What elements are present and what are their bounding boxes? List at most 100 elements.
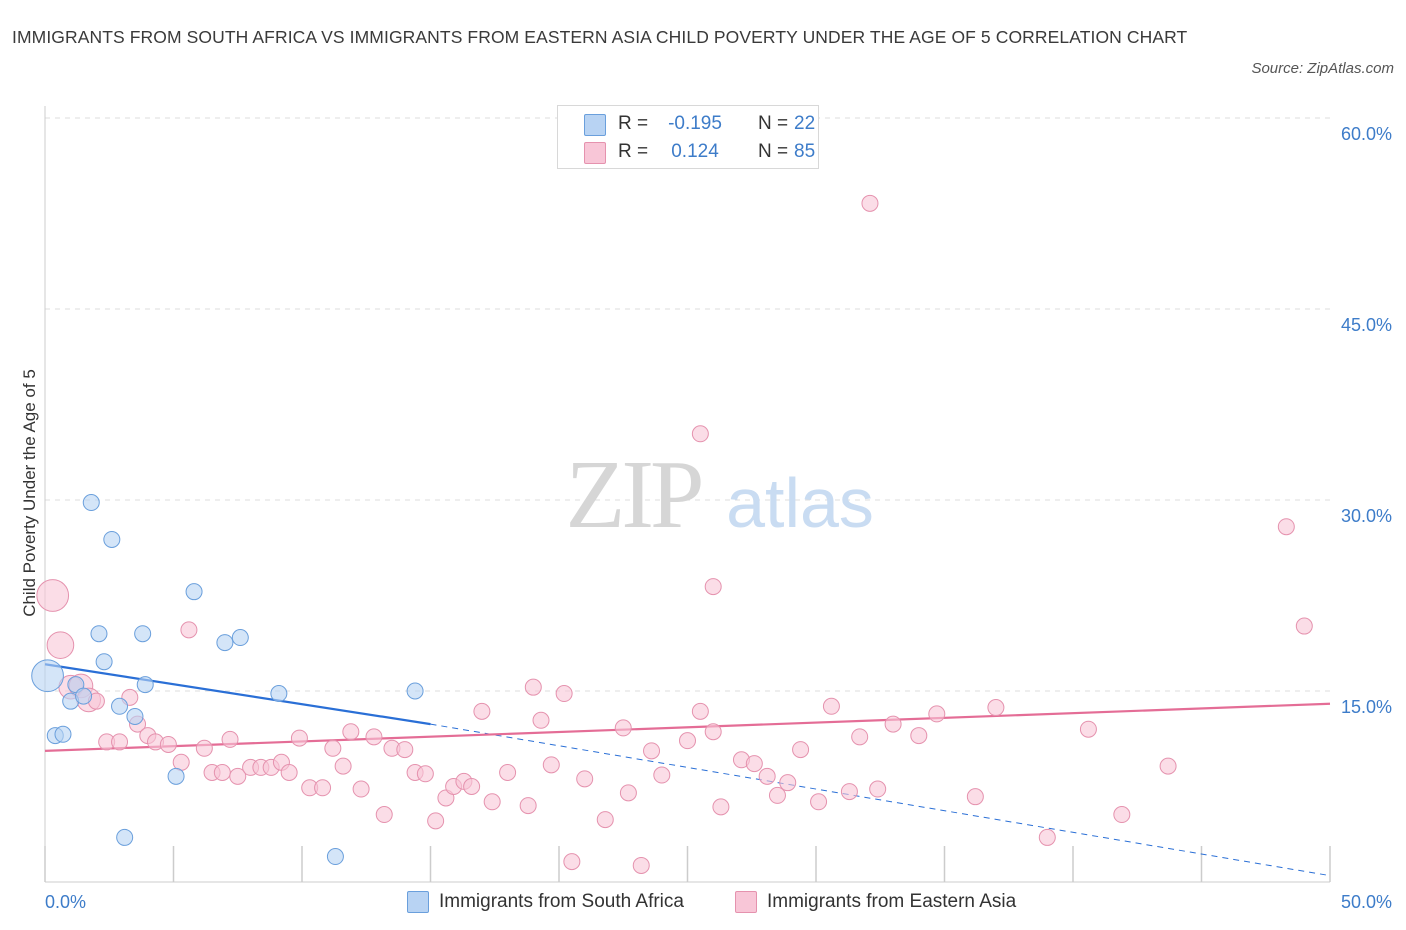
legend-n-label: N = xyxy=(758,141,789,162)
point-eastern-asia xyxy=(473,702,491,720)
point-eastern-asia xyxy=(1159,757,1177,775)
watermark: ZIP atlas xyxy=(566,441,874,549)
point-eastern-asia xyxy=(679,732,696,750)
point-eastern-asia xyxy=(1038,828,1056,846)
point-eastern-asia xyxy=(519,797,537,815)
bottom-legend-swatch-eastern-asia xyxy=(735,891,757,913)
point-eastern-asia xyxy=(768,786,786,804)
point-eastern-asia xyxy=(851,728,869,746)
point-eastern-asia xyxy=(342,723,360,741)
legend-r-value-eastern-asia: 0.124 xyxy=(671,141,719,162)
point-south-africa xyxy=(54,725,72,743)
point-south-africa xyxy=(75,687,93,705)
watermark-atlas: atlas xyxy=(726,464,874,542)
tick-label-layer: 15.0% 30.0% 45.0% 60.0% 0.0% 50.0% xyxy=(45,124,1392,912)
point-eastern-asia xyxy=(195,739,213,757)
point-eastern-asia xyxy=(987,699,1005,717)
y-axis-label: Child Poverty Under the Age of 5 xyxy=(20,369,39,617)
point-eastern-asia xyxy=(596,811,614,829)
legend-r-value-south-africa: -0.195 xyxy=(668,113,722,134)
point-eastern-asia xyxy=(861,194,879,212)
point-eastern-asia xyxy=(966,788,984,806)
point-south-africa xyxy=(185,583,203,601)
point-eastern-asia xyxy=(632,856,650,874)
point-eastern-asia xyxy=(1277,518,1295,536)
y-tick-label: 30.0% xyxy=(1341,506,1392,526)
point-eastern-asia xyxy=(840,783,858,801)
point-eastern-asia xyxy=(36,579,70,612)
trend-line-south-africa xyxy=(44,663,431,726)
point-eastern-asia xyxy=(532,711,550,729)
point-eastern-asia xyxy=(1113,806,1131,824)
point-south-africa xyxy=(31,659,64,693)
point-eastern-asia xyxy=(712,798,730,816)
point-south-africa xyxy=(134,625,152,643)
point-eastern-asia xyxy=(691,425,709,443)
point-eastern-asia xyxy=(691,702,709,720)
point-eastern-asia xyxy=(643,742,661,760)
point-eastern-asia xyxy=(619,784,637,802)
point-eastern-asia xyxy=(213,763,231,781)
point-eastern-asia xyxy=(779,774,797,792)
point-eastern-asia xyxy=(810,793,828,811)
point-south-africa xyxy=(167,767,185,785)
point-eastern-asia xyxy=(884,715,902,733)
legend-n-value-eastern-asia: 85 xyxy=(794,141,816,162)
point-eastern-asia xyxy=(704,723,722,741)
chart-title: IMMIGRANTS FROM SOUTH AFRICA VS IMMIGRAN… xyxy=(12,27,1188,47)
point-south-africa xyxy=(103,530,121,548)
point-eastern-asia xyxy=(396,741,414,759)
point-south-africa xyxy=(136,676,154,694)
point-south-africa xyxy=(126,707,144,725)
correlation-legend: R = -0.195 N = 22 R = 0.124 N = 85 xyxy=(557,105,819,169)
point-eastern-asia xyxy=(499,763,517,781)
point-eastern-asia xyxy=(463,778,481,795)
legend-n-label: N = xyxy=(758,113,789,134)
legend-swatch-south-africa xyxy=(584,114,606,136)
trend-line-eastern-asia xyxy=(44,702,1331,752)
legend-swatch-eastern-asia xyxy=(584,142,606,164)
point-eastern-asia xyxy=(324,739,342,757)
point-eastern-asia xyxy=(111,733,129,751)
point-eastern-asia xyxy=(229,767,247,785)
bottom-legend-label-eastern-asia: Immigrants from Eastern Asia xyxy=(767,891,1017,912)
point-eastern-asia xyxy=(822,697,840,715)
point-eastern-asia xyxy=(792,741,810,759)
point-eastern-asia xyxy=(365,728,383,746)
point-eastern-asia xyxy=(928,705,946,723)
trend-line-south-africa-extrapolated xyxy=(430,723,1331,877)
point-eastern-asia xyxy=(427,812,445,830)
point-eastern-asia xyxy=(334,757,352,775)
point-south-africa xyxy=(111,697,129,715)
point-eastern-asia xyxy=(758,767,776,785)
watermark-zip: ZIP xyxy=(566,441,701,549)
point-eastern-asia xyxy=(416,765,434,783)
legend-r-label: R = xyxy=(618,113,649,134)
bottom-legend-swatch-south-africa xyxy=(407,891,429,913)
point-eastern-asia xyxy=(555,685,573,703)
point-south-africa xyxy=(270,685,288,703)
chart-source: Source: ZipAtlas.com xyxy=(1251,60,1394,77)
y-tick-label: 60.0% xyxy=(1341,124,1392,144)
point-south-africa xyxy=(95,653,113,671)
point-eastern-asia xyxy=(159,735,177,753)
point-eastern-asia xyxy=(1079,720,1097,738)
point-south-africa xyxy=(326,848,344,866)
point-eastern-asia xyxy=(483,793,501,811)
point-south-africa xyxy=(216,634,234,652)
point-eastern-asia xyxy=(314,779,332,797)
point-eastern-asia xyxy=(524,678,542,696)
bottom-legend-label-south-africa: Immigrants from South Africa xyxy=(439,891,684,912)
x-tick-label: 0.0% xyxy=(45,892,86,912)
point-eastern-asia xyxy=(653,766,671,784)
y-tick-label: 15.0% xyxy=(1341,697,1392,717)
point-south-africa xyxy=(231,629,249,647)
point-eastern-asia xyxy=(910,727,928,745)
point-south-africa xyxy=(116,828,134,846)
legend-r-label: R = xyxy=(618,141,649,162)
point-eastern-asia xyxy=(375,806,393,824)
point-eastern-asia xyxy=(290,729,308,747)
point-eastern-asia xyxy=(352,780,370,798)
grid-layer xyxy=(45,117,1330,692)
